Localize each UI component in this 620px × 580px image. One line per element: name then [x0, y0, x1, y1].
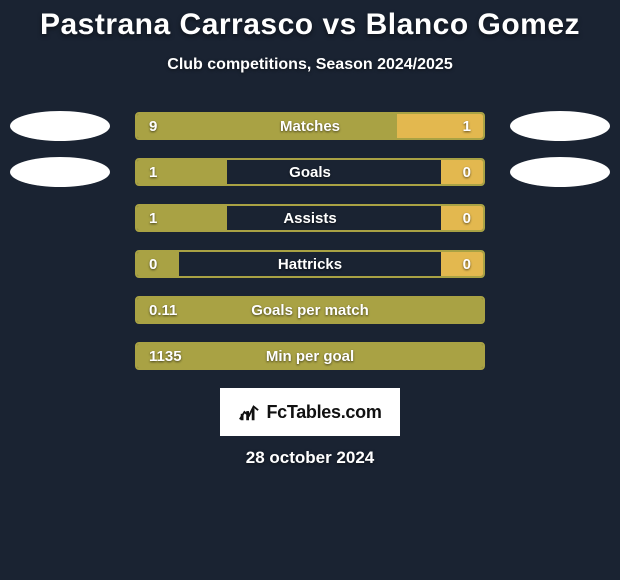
value-left: 1	[149, 210, 157, 227]
logo-badge: FcTables.com	[220, 388, 400, 436]
value-left: 0	[149, 256, 157, 273]
fill-left	[137, 252, 179, 276]
value-left: 9	[149, 118, 157, 135]
date-text: 28 october 2024	[0, 448, 620, 468]
player-oval-left	[10, 111, 110, 141]
page-subtitle: Club competitions, Season 2024/2025	[0, 56, 620, 74]
page-title: Pastrana Carrasco vs Blanco Gomez	[0, 8, 620, 42]
value-right: 0	[463, 164, 471, 181]
stat-bar: 1 Goals 0	[135, 158, 485, 186]
metric-label: Min per goal	[266, 348, 354, 365]
value-left: 0.11	[149, 302, 177, 319]
player-oval-right	[510, 111, 610, 141]
stat-row: 1 Goals 0	[0, 158, 620, 186]
stat-row: 1 Assists 0	[0, 204, 620, 232]
stat-row: 0 Hattricks 0	[0, 250, 620, 278]
value-left: 1	[149, 164, 157, 181]
stats-container: 9 Matches 1 1 Goals 0 1 Assists 0 0 Hattricks 0 0.11…	[0, 112, 620, 370]
value-left: 1135	[149, 348, 182, 365]
stat-bar: 9 Matches 1	[135, 112, 485, 140]
infographic-root: Pastrana Carrasco vs Blanco Gomez Club c…	[0, 0, 620, 580]
metric-label: Assists	[283, 210, 336, 227]
value-right: 0	[463, 256, 471, 273]
logo-text: FcTables.com	[266, 402, 381, 423]
fill-left	[137, 114, 397, 138]
stat-bar: 0 Hattricks 0	[135, 250, 485, 278]
player-oval-left	[10, 157, 110, 187]
stat-bar: 1135 Min per goal	[135, 342, 485, 370]
stat-row: 9 Matches 1	[0, 112, 620, 140]
stat-bar: 1 Assists 0	[135, 204, 485, 232]
metric-label: Matches	[280, 118, 340, 135]
stat-row: 1135 Min per goal	[0, 342, 620, 370]
metric-label: Hattricks	[278, 256, 342, 273]
metric-label: Goals	[289, 164, 331, 181]
stat-row: 0.11 Goals per match	[0, 296, 620, 324]
chart-icon	[238, 401, 260, 423]
player-oval-right	[510, 157, 610, 187]
metric-label: Goals per match	[251, 302, 369, 319]
value-right: 0	[463, 210, 471, 227]
stat-bar: 0.11 Goals per match	[135, 296, 485, 324]
value-right: 1	[463, 118, 471, 135]
